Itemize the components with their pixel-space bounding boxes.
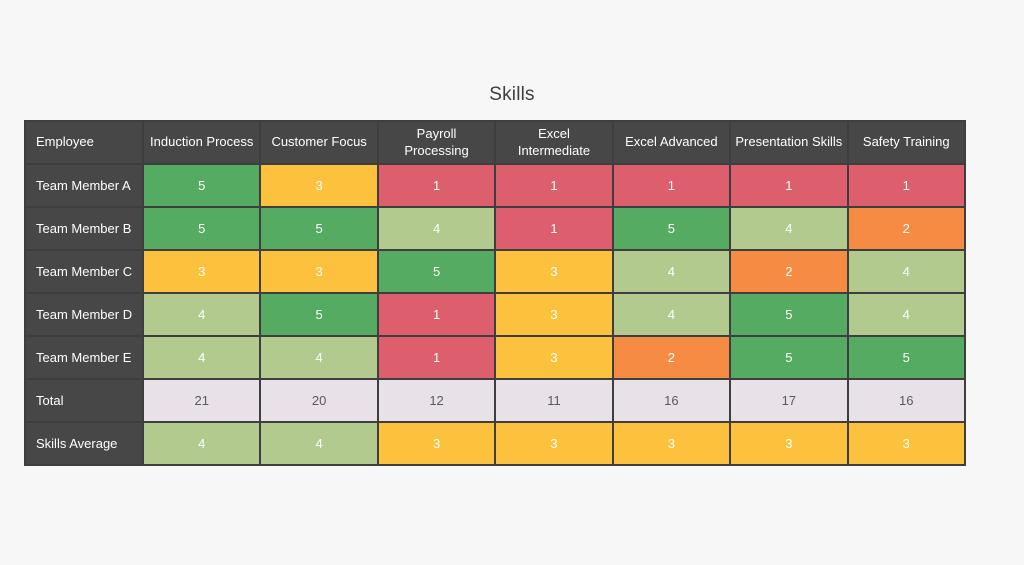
matrix-cell: 17 [729,378,849,423]
matrix-cell: 3 [611,421,732,466]
matrix-cell: 5 [729,292,849,337]
matrix-cell: 5 [729,335,849,380]
column-header-employee: Employee [24,120,144,165]
matrix-cell: 3 [259,163,379,208]
matrix-cell: 5 [141,206,262,251]
matrix-cell: 4 [141,421,262,466]
row-label: Team Member C [24,249,144,294]
matrix-cell: 4 [141,335,262,380]
matrix-cell: 20 [259,378,379,423]
matrix-cell: 16 [846,378,967,423]
matrix-cell: 3 [494,335,614,380]
matrix-cell: 5 [611,206,732,251]
row-label: Team Member A [24,163,144,208]
matrix-cell: 5 [846,335,967,380]
header-row: Employee Induction Process Customer Focus P… [24,120,967,165]
matrix-cell: 16 [611,378,732,423]
row-label: Skills Average [24,421,144,466]
column-header-customer-focus: Customer Focus [259,120,379,165]
matrix-cell: 3 [729,421,849,466]
matrix-cell: 3 [494,421,614,466]
matrix-cell: 3 [494,292,614,337]
matrix-cell: 2 [611,335,732,380]
column-header-payroll-processing: Payroll Processing [376,120,497,165]
matrix-cell: 4 [376,206,497,251]
table-row-total: Total 21 20 12 11 16 17 16 [24,378,967,423]
column-header-safety-training: Safety Training [846,120,967,165]
matrix-cell: 1 [846,163,967,208]
matrix-cell: 11 [494,378,614,423]
matrix-cell: 5 [259,206,379,251]
row-label: Team Member B [24,206,144,251]
matrix-cell: 3 [259,249,379,294]
matrix-cell: 2 [729,249,849,294]
matrix-cell: 4 [141,292,262,337]
matrix-cell: 4 [611,292,732,337]
matrix-cell: 1 [494,163,614,208]
matrix-cell: 5 [376,249,497,294]
matrix-cell: 4 [846,292,967,337]
matrix-cell: 1 [611,163,732,208]
column-header-excel-intermediate: Excel Intermediate [494,120,614,165]
page-title: Skills [489,84,535,105]
matrix-cell: 5 [259,292,379,337]
skills-matrix-table: Employee Induction Process Customer Focus P… [24,120,967,466]
column-header-excel-advanced: Excel Advanced [611,120,732,165]
matrix-cell: 2 [846,206,967,251]
matrix-cell: 5 [141,163,262,208]
matrix-cell: 21 [141,378,262,423]
column-header-induction-process: Induction Process [141,120,262,165]
matrix-cell: 3 [846,421,967,466]
matrix-cell: 4 [259,421,379,466]
column-header-presentation-skills: Presentation Skills [729,120,849,165]
matrix-cell: 1 [376,292,497,337]
table-row-skills-average: Skills Average 4 4 3 3 3 3 3 [24,421,967,466]
matrix-cell: 1 [376,163,497,208]
matrix-cell: 3 [494,249,614,294]
matrix-cell: 12 [376,378,497,423]
row-label: Team Member E [24,335,144,380]
matrix-cell: 4 [729,206,849,251]
row-label: Team Member D [24,292,144,337]
matrix-cell: 1 [376,335,497,380]
matrix-cell: 4 [611,249,732,294]
row-label: Total [24,378,144,423]
matrix-cell: 1 [729,163,849,208]
matrix-cell: 3 [376,421,497,466]
matrix-cell: 1 [494,206,614,251]
matrix-cell: 4 [846,249,967,294]
matrix-cell: 3 [141,249,262,294]
table-header: Employee Induction Process Customer Focus P… [24,120,967,165]
matrix-cell: 4 [259,335,379,380]
